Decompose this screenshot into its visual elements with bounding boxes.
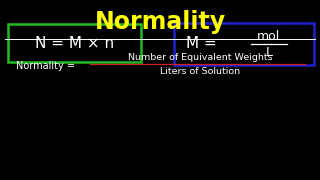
Bar bbox=[8, 24, 141, 62]
Bar bbox=[174, 23, 314, 65]
Text: M =: M = bbox=[186, 37, 222, 51]
Text: Normality =: Normality = bbox=[16, 61, 78, 71]
Text: mol: mol bbox=[257, 30, 281, 44]
Text: Normality: Normality bbox=[94, 10, 226, 34]
Text: L: L bbox=[266, 46, 273, 58]
Text: Liters of Solution: Liters of Solution bbox=[160, 66, 240, 75]
Text: Number of Equivalent Weights: Number of Equivalent Weights bbox=[128, 53, 272, 62]
Text: N = M × n: N = M × n bbox=[35, 35, 114, 51]
